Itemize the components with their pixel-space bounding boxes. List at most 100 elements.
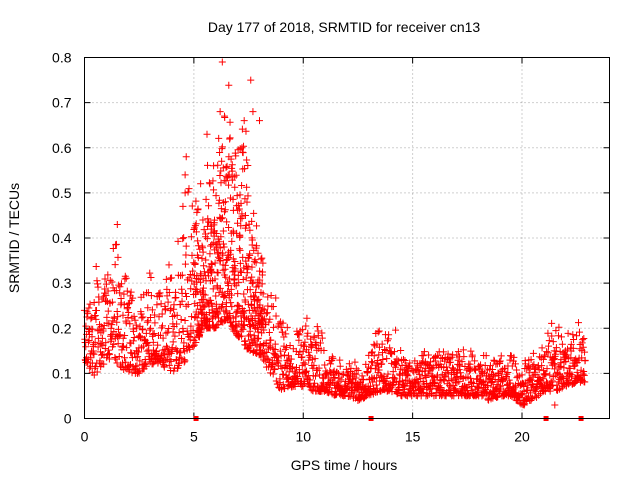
data-point [569,344,577,352]
data-point [202,195,210,203]
data-point [254,328,262,336]
data-point [215,196,223,204]
data-point [165,288,173,296]
data-point [256,267,264,275]
data-point [112,240,120,248]
data-point [283,323,291,331]
data-point [239,308,247,316]
data-point [250,209,258,217]
data-point [160,363,168,371]
data-point [581,378,589,386]
data-point [247,76,255,84]
data-point [551,361,559,369]
data-point [202,256,210,264]
data-point [208,302,216,310]
data-point [548,377,556,385]
y-tick-label: 0.2 [52,320,72,336]
data-point [121,331,129,339]
data-point [115,353,123,361]
data-point [399,356,407,364]
data-point [368,358,376,366]
data-point [303,314,311,322]
data-point [114,313,122,321]
data-point [389,368,397,376]
data-point [309,382,317,390]
data-point [246,226,254,234]
data-point [270,323,278,331]
data-point [472,366,480,374]
data-point [125,308,133,316]
data-point [99,325,107,333]
data-point [196,331,204,339]
data-point [181,189,189,197]
data-point [486,362,494,370]
data-point [127,288,135,296]
data-point [555,332,563,340]
data-point [236,259,244,267]
data-point [243,183,251,191]
data-point [91,364,99,372]
data-point [133,324,141,332]
data-point [113,318,121,326]
data-point [136,357,144,365]
data-point [529,349,537,357]
data-point [214,269,222,277]
data-point [504,368,512,376]
data-point [225,153,233,161]
data-point [328,353,336,361]
data-point [228,167,236,175]
data-point [191,259,199,267]
data-point [278,328,286,336]
data-point [102,297,110,305]
data-point [89,325,97,333]
data-point [212,229,220,237]
data-point [102,339,110,347]
data-point [85,304,93,312]
data-point [226,118,234,126]
data-point [385,331,393,339]
data-point [124,314,132,322]
data-point [419,352,427,360]
data-point [301,360,309,368]
data-point [235,205,243,213]
data-point [545,337,553,345]
data-point [420,359,428,367]
data-point [279,380,287,388]
data-point [396,365,404,373]
data-point [352,365,360,373]
data-point [246,331,254,339]
data-point [111,353,119,361]
data-point [573,332,581,340]
data-point [182,251,190,259]
data-point [345,360,353,368]
data-point [213,321,221,329]
data-point [271,366,279,374]
data-point [581,356,589,364]
data-point [416,364,424,372]
data-point [200,262,208,270]
data-point [126,320,134,328]
data-point [257,255,265,263]
data-point [95,298,103,306]
data-point [198,326,206,334]
data-point [558,340,566,348]
data-point [211,216,219,224]
data-point [374,356,382,364]
data-point [564,329,572,337]
data-point [552,327,560,335]
data-point [177,272,185,280]
data-point [133,362,141,370]
data-point [191,334,199,342]
data-point [383,337,391,345]
data-point [549,356,557,364]
data-point [157,300,165,308]
data-point [221,261,229,269]
data-point [324,389,332,397]
data-point [93,277,101,285]
data-point [151,319,159,327]
data-point [151,311,159,319]
data-point [254,334,262,342]
data-point [281,345,289,353]
data-point [568,371,576,379]
data-point [535,366,543,374]
